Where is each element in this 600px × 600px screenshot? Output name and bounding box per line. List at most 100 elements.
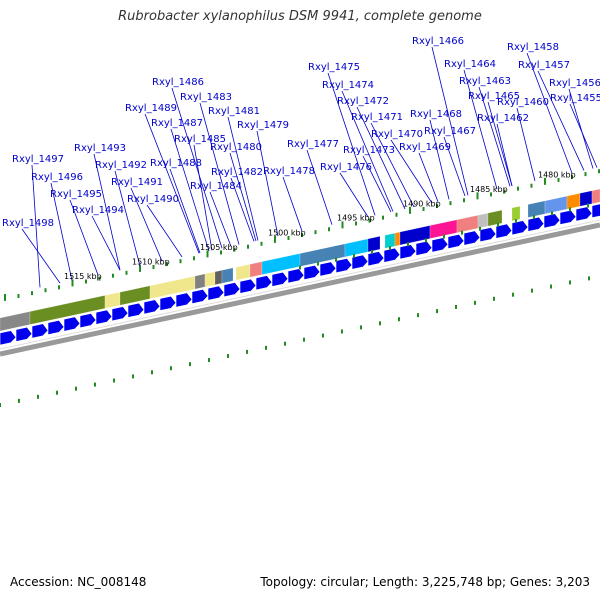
gene-arrow [367,251,385,267]
gene-label: Rxyl_1463 [459,76,511,87]
gene-arrow [159,295,177,311]
leader-line [91,215,121,271]
gene-label: Rxyl_1483 [180,92,232,103]
gene-label: Rxyl_1462 [477,113,529,124]
gene-label: Rxyl_1478 [263,166,315,177]
gene-label: Rxyl_1470 [371,129,423,140]
gene-label: Rxyl_1493 [74,143,126,154]
gene-arrow [495,223,513,239]
leader-line [306,149,333,225]
kbp-label: 1505 kbp [200,243,238,252]
gene-label: Rxyl_1479 [237,120,289,131]
leader-line [31,164,41,288]
gene-arrow [479,227,497,243]
cog-segment [344,238,369,258]
cog-segment [104,291,121,309]
cog-segment [477,212,489,229]
gene-label: Rxyl_1455 [550,93,600,104]
gene-label: Rxyl_1492 [95,160,147,171]
gene-arrow [175,292,193,308]
leader-line [114,170,141,267]
gene-label: Rxyl_1475 [308,62,360,73]
cog-segment [221,267,234,284]
gene-arrow [127,302,145,318]
cog-color-track [0,188,600,332]
accession-text: Accession: NC_008148 [10,575,147,589]
kbp-label: 1480 kbp [538,170,576,179]
gene-arrow [351,254,369,270]
gene-label: Rxyl_1457 [518,60,570,71]
gene-arrow [271,271,289,287]
leader-line [93,153,121,271]
cog-segment [384,232,396,249]
gene-label: Rxyl_1472 [337,96,389,107]
gene-arrow [31,323,49,339]
gene-label: Rxyl_1486 [152,77,204,88]
leader-line [230,177,255,242]
gene-arrow [207,285,225,301]
gene-label: Rxyl_1476 [320,162,372,173]
kbp-label: 1500 kbp [268,228,306,237]
gene-arrow [63,316,81,332]
leader-line [341,90,394,212]
gene-arrow [319,261,337,277]
topology-text: Topology: circular; Length: 3,225,748 bp… [260,575,590,589]
kbp-label: 1495 kbp [337,214,375,223]
gene-arrow [415,240,433,256]
gene-label: Rxyl_1496 [31,172,83,183]
gene-label: Rxyl_1488 [150,158,202,169]
gene-label: Rxyl_1474 [322,80,374,91]
leader-line [171,87,223,249]
gene-label: Rxyl_1468 [410,109,462,120]
gene-label: Rxyl_1491 [111,177,163,188]
gene-arrow [79,313,97,329]
cog-segment [204,271,216,288]
gene-label: Rxyl_1473 [343,145,395,156]
cog-segment [487,209,503,227]
leader-line [130,187,163,262]
leader-line [227,116,259,241]
cog-segment [194,273,206,290]
gene-arrow [47,319,65,336]
gene-arrow [239,278,257,294]
leader-line [390,139,433,204]
gene-label: Rxyl_1497 [12,154,64,165]
genome-title: Rubrobacter xylanophilus DSM 9941, compl… [118,9,482,24]
cog-segment [527,200,546,218]
leader-line [144,113,200,254]
leader-line [170,128,210,252]
gene-label: Rxyl_1464 [444,59,496,70]
kbp-label: 1490 kbp [403,199,441,208]
gene-arrow [399,244,417,260]
cog-segment [544,195,568,215]
leader-line [256,130,279,237]
gene-arrow [383,247,401,263]
kbp-label: 1515 kbp [64,272,102,281]
leader-line [429,119,450,200]
kbp-label: 1510 kbp [132,258,170,267]
leader-line [431,46,469,196]
gene-arrow [287,268,305,284]
gene-label: Rxyl_1458 [507,42,559,53]
leader-line [193,144,213,251]
gene-arrow [447,233,465,250]
leader-line [50,182,73,281]
gene-arrow [463,230,481,246]
cog-segment [235,263,251,281]
outer-tick-marks [4,169,600,301]
gene-arrow [591,203,600,219]
gene-label: Rxyl_1467 [424,126,476,137]
cog-segment [249,261,263,278]
gene-labels: Rxyl_1466 Rxyl_1458 Rxyl_1464 Rxyl_1457 Rxyl… [2,36,600,229]
gene-arrow [15,326,33,342]
inner-tick-marks [0,203,590,407]
cog-segment [456,214,479,234]
gene-label: Rxyl_1471 [351,112,403,123]
gene-label: Rxyl_1465 [468,91,520,102]
leader-line [568,88,594,169]
gene-label: Rxyl_1469 [399,142,451,153]
cog-segment [214,269,223,286]
leader-line [463,69,498,190]
backbone-edge [0,219,600,350]
gene-label: Rxyl_1490 [127,194,179,205]
